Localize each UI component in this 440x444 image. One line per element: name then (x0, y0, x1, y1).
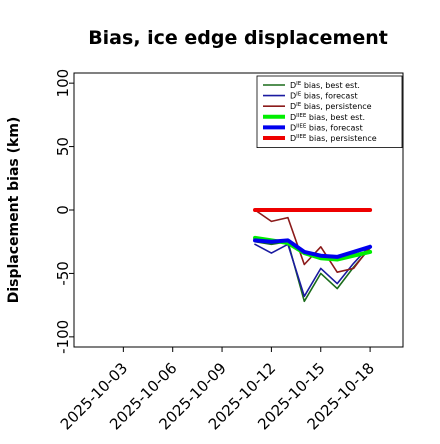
legend-entry-3: DIE bias, persistence (290, 102, 372, 111)
series-line-2 (254, 243, 371, 298)
y-tick-label: 0 (54, 205, 72, 215)
y-tick-label: -50 (54, 261, 72, 286)
y-tick-label: 100 (54, 69, 72, 98)
legend-entry-2: DIE bias, forecast (290, 92, 358, 101)
legend-entry-4: DIIEE bias, best est. (290, 113, 365, 122)
legend-box (256, 75, 403, 148)
legend-entry-5: DIIEE bias, forecast (290, 123, 363, 132)
legend-entry-6: DIIEE bias, persistence (290, 134, 377, 143)
chart-title: Bias, ice edge displacement (88, 27, 388, 49)
series-line-1 (254, 240, 371, 303)
series-line-5 (253, 238, 373, 259)
y-tick-label: 50 (54, 137, 72, 156)
y-tick-label: -100 (54, 320, 72, 354)
plot-area (253, 208, 373, 303)
legend-entry-1: DIE bias, best est. (290, 81, 360, 90)
y-axis-label: Displacement bias (km) (6, 117, 22, 304)
legend: DIE bias, best est. DIE bias, forecastDIE… (256, 75, 403, 148)
